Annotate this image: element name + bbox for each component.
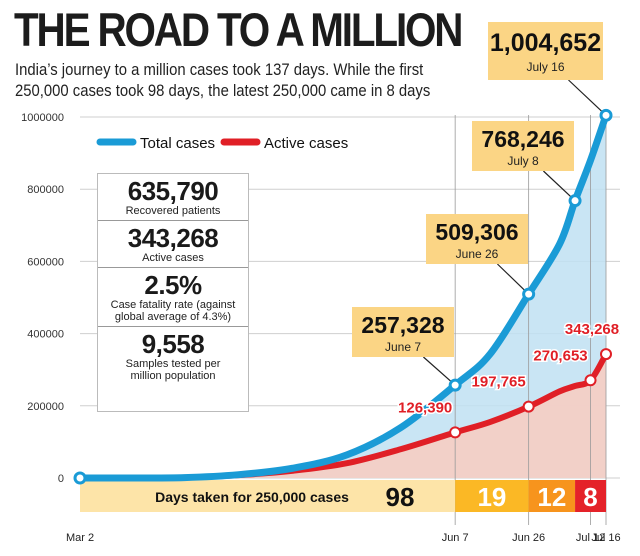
stat-active-value: 343,268 xyxy=(127,223,219,253)
days-band xyxy=(575,480,606,512)
active-point xyxy=(449,426,462,439)
callout-value: 768,246 xyxy=(481,126,564,152)
x-tick-label: Jun 26 xyxy=(512,532,545,544)
stat-tests-value: 9,558 xyxy=(141,329,205,359)
stat-recovered-value: 635,790 xyxy=(127,176,219,206)
active-data-label: 126,390 xyxy=(398,399,452,416)
y-tick-label: 800000 xyxy=(27,184,64,196)
stat-fatality-value: 2.5% xyxy=(144,270,202,300)
callout-value: 509,306 xyxy=(435,219,518,245)
days-band xyxy=(80,480,456,512)
callout-box xyxy=(352,307,454,357)
legend-label-total: Total cases xyxy=(140,135,215,152)
callout-leader xyxy=(496,263,530,295)
active-point xyxy=(522,400,535,413)
total-point xyxy=(568,194,582,208)
days-band-value: 19 xyxy=(477,482,506,512)
stat-fatality-label-1: Case fatality rate (against xyxy=(110,299,236,311)
days-band-label: Days taken for 250,000 cases xyxy=(155,489,349,505)
x-tick-label: Jun 7 xyxy=(442,532,469,544)
total-point xyxy=(448,378,462,392)
callout-date: July 16 xyxy=(526,60,564,74)
callout-date: July 8 xyxy=(507,154,539,168)
x-tick-label: Jul 12 xyxy=(576,532,605,544)
active-point xyxy=(584,374,597,387)
y-tick-label: 600000 xyxy=(27,256,64,268)
y-tick-label: 1000000 xyxy=(21,112,64,124)
chart-subtitle-line-2: 250,000 cases took 98 days, the latest 2… xyxy=(15,82,431,100)
callout-date: June 7 xyxy=(385,340,421,354)
callout-box xyxy=(426,214,528,264)
total-cases-area xyxy=(80,115,606,479)
days-band xyxy=(455,480,529,512)
legend-label-active: Active cases xyxy=(264,135,348,152)
callout-value: 1,004,652 xyxy=(490,29,601,57)
x-tick-label: Mar 2 xyxy=(66,532,94,544)
y-tick-label: 0 xyxy=(58,473,64,485)
days-band xyxy=(528,480,576,512)
stat-fatality: 2.5% Case fatality rate (against global … xyxy=(98,268,248,327)
callout-box xyxy=(488,22,603,80)
x-tick-label: Jul 16 xyxy=(591,532,620,544)
active-point xyxy=(600,348,612,361)
stat-recovered-label: Recovered patients xyxy=(125,205,221,217)
active-cases-area xyxy=(80,354,606,479)
stats-panel: 635,790 Recovered patients 343,268 Activ… xyxy=(97,173,249,412)
callout-box xyxy=(472,121,574,171)
active-data-label: 343,268 xyxy=(565,321,619,338)
callout-leader xyxy=(423,356,456,386)
y-tick-label: 400000 xyxy=(27,329,64,341)
days-band-value: 98 xyxy=(386,482,415,512)
callout-value: 257,328 xyxy=(361,312,444,338)
start-marker xyxy=(73,471,87,485)
stat-active: 343,268 Active cases xyxy=(98,221,248,268)
stat-active-label: Active cases xyxy=(142,252,204,264)
stat-tests: 9,558 Samples tested per million populat… xyxy=(98,327,248,385)
active-data-label: 197,765 xyxy=(472,374,526,391)
callout-leader xyxy=(542,170,576,202)
callout-leader xyxy=(568,79,607,116)
chart-subtitle-line-1: India’s journey to a million cases took … xyxy=(15,61,424,79)
y-tick-label: 200000 xyxy=(27,401,64,413)
days-band-value: 8 xyxy=(583,482,597,512)
days-band-value: 12 xyxy=(537,482,566,512)
stat-recovered: 635,790 Recovered patients xyxy=(98,174,248,221)
chart-title: THE ROAD TO A MILLION xyxy=(14,3,464,56)
stat-fatality-label-2: global average of 4.3%) xyxy=(114,311,232,323)
stat-tests-label-2: million population xyxy=(130,370,216,382)
callout-date: June 26 xyxy=(456,247,499,261)
stat-tests-label-1: Samples tested per xyxy=(125,358,221,370)
active-data-label: 270,653 xyxy=(533,347,587,364)
total-point xyxy=(599,108,613,122)
total-point xyxy=(522,287,536,301)
